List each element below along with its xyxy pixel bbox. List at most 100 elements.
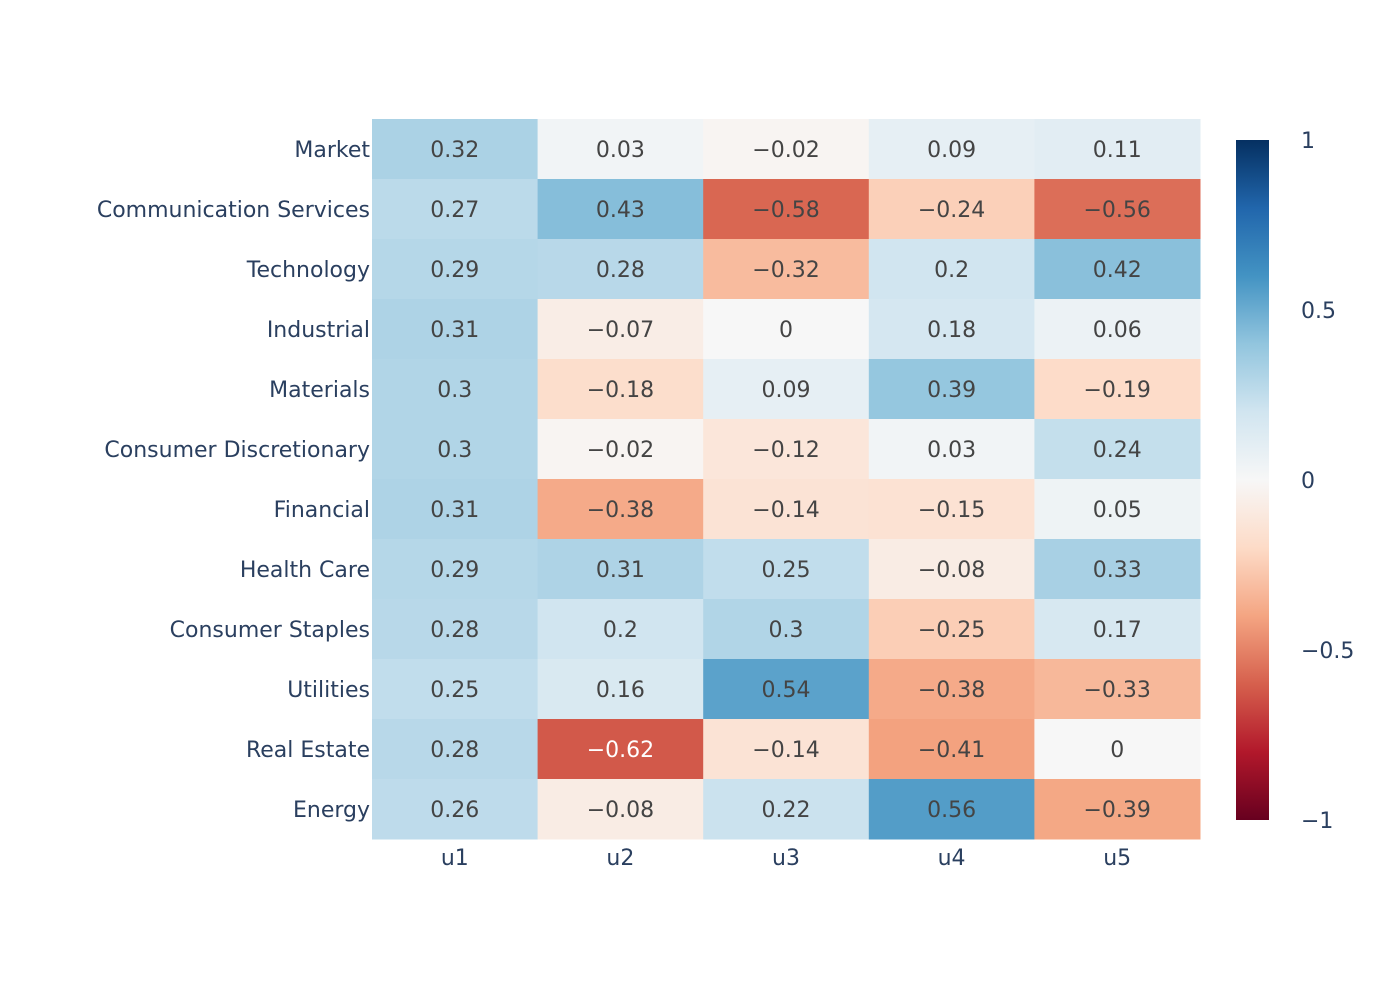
cell-value-label: −0.38 [918, 678, 985, 703]
cell-value-label: 0.42 [1093, 258, 1142, 283]
heatmap-cell [1034, 659, 1201, 720]
cell-value-label: 0.27 [430, 198, 479, 223]
cell-value-label: −0.02 [587, 438, 654, 463]
cell-value-label: 0.54 [762, 678, 811, 703]
y-tick-label: Real Estate [246, 738, 370, 763]
cell-value-label: −0.08 [587, 798, 654, 823]
heatmap-cell [703, 299, 870, 360]
cell-value-label: 0 [779, 318, 793, 343]
heatmap-cell [537, 479, 704, 540]
heatmap-cell [537, 119, 704, 180]
heatmap-cell [537, 299, 704, 360]
heatmap-cell [703, 179, 870, 240]
cell-value-label: 0.28 [430, 738, 479, 763]
cell-value-label: 0.29 [430, 258, 479, 283]
cell-value-label: 0.3 [769, 618, 804, 643]
cell-value-label: −0.38 [587, 498, 654, 523]
x-tick-label: u3 [772, 846, 800, 871]
heatmap-cell [537, 179, 704, 240]
heatmap-cell [537, 239, 704, 300]
cell-value-label: −0.14 [752, 738, 819, 763]
cell-value-label: 0.09 [927, 138, 976, 163]
heatmap-cell [1034, 599, 1201, 660]
colorbar-tick-label: 1 [1301, 129, 1315, 154]
cell-value-label: −0.41 [918, 738, 985, 763]
heatmap-cell [868, 659, 1035, 720]
cell-value-label: 0.18 [927, 318, 976, 343]
colorbar: 1 0.5 0 −0.5 −1 [1236, 129, 1354, 834]
heatmap-cell [703, 479, 870, 540]
heatmap-cell [1034, 719, 1201, 780]
y-tick-label: Financial [274, 498, 370, 523]
heatmap-cell [703, 719, 870, 780]
cell-value-label: −0.25 [918, 618, 985, 643]
cell-value-label: 0.17 [1093, 618, 1142, 643]
cell-value-label: 0.39 [927, 378, 976, 403]
cell-value-label: 0.2 [603, 618, 638, 643]
y-tick-label: Consumer Staples [170, 618, 370, 643]
y-tick-label: Energy [293, 798, 370, 823]
heatmap-cell [1034, 179, 1201, 240]
cell-value-label: 0.28 [596, 258, 645, 283]
cell-value-label: 0.29 [430, 558, 479, 583]
heatmap-cell [372, 539, 539, 600]
heatmap-cell [537, 719, 704, 780]
x-tick-label: u4 [938, 846, 966, 871]
cell-value-label: −0.18 [587, 378, 654, 403]
y-tick-label: Consumer Discretionary [104, 438, 370, 463]
y-tick-label: Materials [269, 378, 370, 403]
heatmap-cell [537, 599, 704, 660]
x-axis-tick-labels: u1 u2 u3 u4 u5 [441, 846, 1131, 871]
cell-value-label: 0.25 [430, 678, 479, 703]
cell-value-label: −0.39 [1083, 798, 1150, 823]
cell-value-label: 0.56 [927, 798, 976, 823]
cell-value-label: 0.31 [596, 558, 645, 583]
cell-value-label: 0.3 [437, 438, 472, 463]
heatmap-cell-labels: 0.32 0.03 −0.02 0.09 0.11 0.27 0.43 −0.58 −0.24 −… [430, 138, 1151, 823]
cell-value-label: 0.16 [596, 678, 645, 703]
heatmap-cell [372, 179, 539, 240]
heatmap-cell [372, 239, 539, 300]
cell-value-label: 0.43 [596, 198, 645, 223]
colorbar-tick-label: 0 [1301, 469, 1315, 494]
heatmap-cell [703, 239, 870, 300]
y-tick-label: Utilities [287, 678, 370, 703]
cell-value-label: 0.31 [430, 498, 479, 523]
heatmap-cell [868, 419, 1035, 480]
heatmap-cell [537, 659, 704, 720]
cell-value-label: 0.22 [762, 798, 811, 823]
heatmap-cell [868, 599, 1035, 660]
heatmap-cell [1034, 779, 1201, 840]
heatmap-cell [372, 779, 539, 840]
cell-value-label: 0.31 [430, 318, 479, 343]
heatmap-cell [868, 299, 1035, 360]
cell-value-label: 0.03 [927, 438, 976, 463]
y-axis-tick-labels: Market Communication Services Technology In… [97, 138, 371, 823]
heatmap-cell [868, 719, 1035, 780]
heatmap-cell [703, 599, 870, 660]
heatmap-cell [703, 539, 870, 600]
cell-value-label: −0.62 [587, 738, 654, 763]
cell-value-label: 0.03 [596, 138, 645, 163]
cell-value-label: 0.2 [934, 258, 969, 283]
cell-value-label: 0.06 [1093, 318, 1142, 343]
y-tick-label: Market [294, 138, 370, 163]
cell-value-label: 0.26 [430, 798, 479, 823]
cell-value-label: 0.33 [1093, 558, 1142, 583]
cell-value-label: 0.3 [437, 378, 472, 403]
cell-value-label: −0.58 [752, 198, 819, 223]
heatmap-cell [703, 659, 870, 720]
cell-value-label: −0.07 [587, 318, 654, 343]
heatmap-cell [372, 299, 539, 360]
heatmap-cell [537, 419, 704, 480]
heatmap-cell [703, 779, 870, 840]
heatmap-cell [868, 119, 1035, 180]
heatmap-cell [1034, 539, 1201, 600]
heatmap-cell [372, 479, 539, 540]
heatmap-cell [868, 239, 1035, 300]
cell-value-label: −0.33 [1083, 678, 1150, 703]
cell-value-label: −0.56 [1083, 198, 1150, 223]
cell-value-label: 0.09 [762, 378, 811, 403]
heatmap-cell [1034, 119, 1201, 180]
cell-value-label: 0.28 [430, 618, 479, 643]
